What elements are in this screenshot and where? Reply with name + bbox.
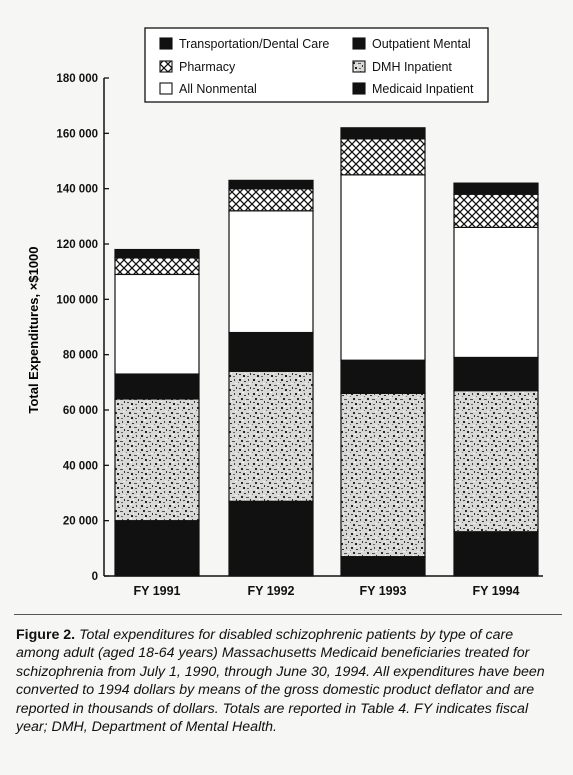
y-tick-label: 40 000 — [63, 460, 98, 472]
legend-swatch — [352, 60, 366, 73]
legend-label: All Nonmental — [179, 82, 257, 96]
legend-box — [144, 27, 489, 103]
bar-segment-all-nonmental — [340, 174, 426, 361]
bar-segment-outpatient-mental — [453, 356, 539, 392]
bar-segment-pharmacy — [114, 257, 200, 276]
bar-segment-pharmacy — [453, 193, 539, 228]
bar-segment-outpatient-mental — [340, 359, 426, 395]
bar-segment-all-nonmental — [228, 210, 314, 334]
bar-segment-medicaid-inpatient — [228, 500, 314, 577]
legend-label: Pharmacy — [179, 60, 236, 74]
y-tick-label: 140 000 — [56, 184, 98, 196]
bar-segment-dmh-inpatient — [453, 390, 539, 533]
legend-swatch — [159, 60, 173, 73]
legend-label: Medicaid Inpatient — [372, 82, 474, 96]
caption-rule — [14, 614, 562, 615]
x-tick-label: FY 1993 — [359, 584, 406, 598]
bar-segment-dmh-inpatient — [228, 370, 314, 502]
x-tick-label: FY 1994 — [472, 584, 519, 598]
y-tick-label: 60 000 — [63, 405, 98, 417]
bar-segment-all-nonmental — [453, 226, 539, 359]
bar-segment-dmh-inpatient — [340, 392, 426, 558]
y-tick-label: 100 000 — [56, 294, 98, 306]
bars: FY 1991 FY 1992 FY 1993 FY 1994 — [114, 127, 539, 598]
y-tick-label: 120 000 — [56, 239, 98, 251]
y-tick-label: 20 000 — [63, 516, 98, 528]
bar-segment-all-nonmental — [114, 273, 200, 375]
y-tick-label: 180 000 — [56, 73, 98, 85]
chart: Transportation/Dental Care Outpatient Men… — [26, 27, 543, 598]
legend-swatch — [159, 82, 173, 95]
bar-segment-medicaid-inpatient — [340, 556, 426, 577]
bar-segment-transportation-dental-care — [228, 179, 314, 190]
y-tick-label: 0 — [92, 571, 98, 583]
legend-swatch — [159, 37, 173, 50]
bar-segment-medicaid-inpatient — [114, 520, 200, 577]
bar-segment-outpatient-mental — [228, 331, 314, 372]
bar-segment-dmh-inpatient — [114, 398, 200, 522]
bar-segment-transportation-dental-care — [340, 127, 426, 140]
legend-swatch — [352, 82, 366, 95]
bar-segment-transportation-dental-care — [114, 248, 200, 259]
bar-segment-pharmacy — [228, 188, 314, 212]
bar-segment-medicaid-inpatient — [453, 531, 539, 577]
bar-segment-pharmacy — [340, 138, 426, 176]
legend-label: DMH Inpatient — [372, 60, 452, 74]
caption-text: Total expenditures for disabled schizoph… — [16, 627, 545, 736]
legend: Transportation/Dental Care Outpatient Men… — [144, 27, 489, 103]
figure-caption: Figure 2. Total expenditures for disable… — [16, 626, 556, 736]
bar-segment-transportation-dental-care — [453, 182, 539, 195]
y-axis-label: Total Expenditures, ×$1000 — [26, 246, 41, 413]
bar-segment-outpatient-mental — [114, 373, 200, 400]
legend-swatch — [352, 37, 366, 50]
x-tick-label: FY 1991 — [133, 584, 180, 598]
caption-label: Figure 2. — [16, 627, 76, 643]
legend-label: Outpatient Mental — [372, 37, 471, 51]
y-tick-label: 80 000 — [63, 350, 98, 362]
x-tick-label: FY 1992 — [247, 584, 294, 598]
legend-label: Transportation/Dental Care — [179, 37, 329, 51]
y-tick-label: 160 000 — [56, 128, 98, 140]
